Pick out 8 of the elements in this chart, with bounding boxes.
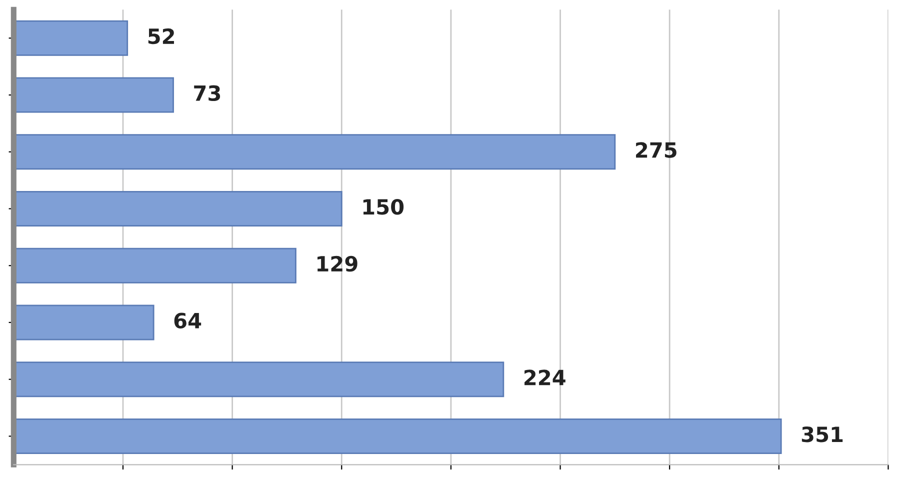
data-label: 64 — [174, 312, 202, 329]
data-label: 224 — [524, 370, 566, 386]
data-label: 150 — [363, 199, 404, 215]
data-label: 351 — [802, 426, 843, 442]
data-label: 52 — [148, 28, 174, 44]
data-label: 129 — [318, 256, 358, 272]
data-label: 73 — [194, 85, 220, 102]
data-label: 275 — [636, 142, 676, 158]
